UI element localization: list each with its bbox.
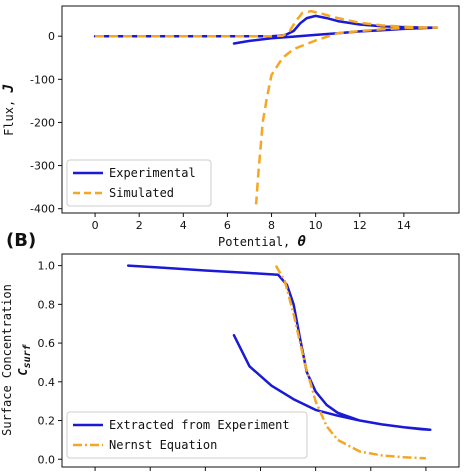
panel-a-series-blue-line (93, 14, 439, 45)
panel-b-y-tick-label: 0.8 (38, 298, 56, 311)
panel-b-y-axis-label: Surface Concentration Csurf (0, 284, 33, 436)
panel-a-x-tick-label: 0 (92, 219, 99, 232)
panel-a-series (93, 9, 439, 205)
panel-a-y-axis: 0 -100 -200 -300 -400 (30, 30, 62, 216)
legend-nernst-label: Nernst Equation (109, 438, 217, 452)
panel-a-x-tick-label: 2 (136, 219, 143, 232)
panel-b-series-blue-line (126, 264, 432, 432)
panel-a-plot-frame (61, 5, 460, 214)
panel-a-x-axis-label: Potential, θ (218, 234, 306, 250)
panel-b-y-axis-label-line2: Csurf (16, 343, 33, 375)
panel-a-chart: 0 -100 -200 -300 -400 0 2 4 6 8 10 12 14 Potential,… (1, 5, 460, 250)
panel-a-x-axis: 0 2 4 6 8 10 12 14 (92, 213, 411, 232)
panel-a-legend: Experimental Simulated (66, 159, 212, 207)
panel-a-y-tick-label: -400 (30, 203, 55, 216)
panel-b-chart: (B) 0.0 0.2 0.4 0.6 0.8 1.0 0.02.55.07.510.01… (0, 230, 474, 474)
panel-a-y-tick-label: -200 (30, 116, 55, 129)
panel-b-y-tick-label: 0.0 (38, 453, 56, 466)
panel-a-x-tick-label: 10 (309, 219, 323, 232)
panel-a-x-tick-label: 12 (353, 219, 367, 232)
panel-b-series (126, 264, 432, 460)
panel-a-y-axis-label: Flux, J (1, 84, 17, 136)
panel-b-y-tick-label: 0.4 (38, 376, 56, 389)
panel-b-legend: Extracted from Experiment Nernst Equatio… (66, 411, 308, 459)
panel-b-y-tick-label: 0.6 (38, 337, 56, 350)
legend-simulated-label: Simulated (109, 186, 174, 200)
legend-experimental-label: Experimental (109, 166, 196, 180)
panel-a-x-tick-label: 4 (180, 219, 187, 232)
panel-b-series-orange-line (274, 264, 426, 460)
panel-b-y-tick-label: 0.2 (38, 415, 56, 428)
panel-b-label: (B) (6, 230, 36, 251)
panel-b-legend-box (66, 411, 308, 459)
panel-b-y-axis: 0.0 0.2 0.4 0.6 0.8 1.0 (38, 260, 62, 466)
panel-b-y-axis-label-line1: Surface Concentration (0, 284, 14, 436)
panel-a-y-tick-label: -100 (30, 73, 55, 86)
panel-a-x-tick-label: 6 (224, 219, 231, 232)
panel-a-y-tick-label: -300 (30, 160, 55, 173)
panel-a-x-tick-label: 14 (397, 219, 411, 232)
panel-a-x-tick-label: 8 (268, 219, 275, 232)
panel-a-y-tick-label: 0 (48, 30, 55, 43)
legend-extracted-label: Extracted from Experiment (109, 418, 290, 432)
panel-a-series-orange-line (95, 9, 439, 205)
panel-b-x-axis: 0.02.55.07.510.012.515.017.5 (86, 467, 474, 474)
panel-a-legend-box (66, 159, 212, 207)
panel-b-y-tick-label: 1.0 (38, 260, 56, 273)
